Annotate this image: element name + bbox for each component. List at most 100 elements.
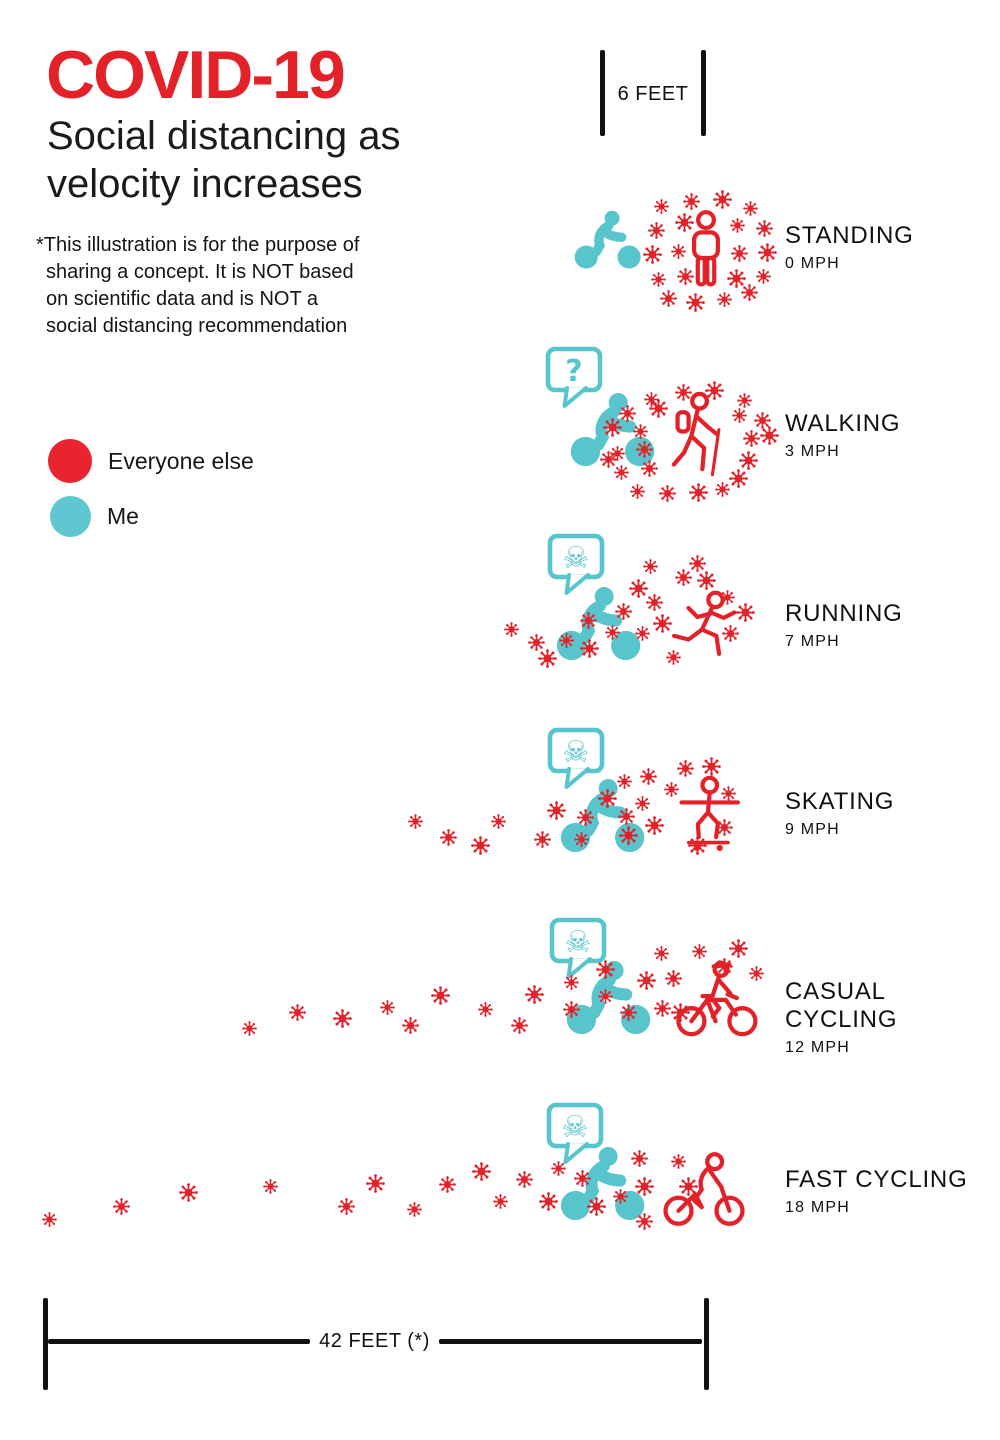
virus-particle-icon [652,613,672,633]
me-cyclist-icon [574,210,642,270]
virus-particle-icon [573,831,589,847]
virus-particle-icon [719,589,735,605]
legend-item-me: Me [48,493,254,539]
virus-particle-icon [642,558,658,574]
virus-particle-icon [477,1001,493,1017]
legend: Everyone else Me [48,438,254,548]
svg-text:☠: ☠ [563,541,590,576]
virus-particle-icon [546,800,566,820]
virus-particle-icon [401,1016,419,1034]
virus-particle-icon [515,1170,533,1188]
virus-particle-icon [586,1196,606,1216]
virus-particle-icon [563,974,579,990]
activity-label-group: SKATING 9 MPH [785,788,894,839]
walking-person-icon [662,392,728,482]
virus-particle-icon [634,795,650,811]
virus-particle-icon [653,999,671,1017]
activity-label: SKATING [785,788,895,815]
virus-particle-icon [670,243,686,259]
virus-particle-icon [728,938,748,958]
six-feet-scale: 6 FEET [600,50,706,136]
virus-particle-icon [701,756,721,776]
forty-two-feet-scale: 42 FEET (*) [43,1298,709,1390]
virus-particle-icon [262,1178,278,1194]
virus-particle-icon [379,999,395,1015]
virus-particle-icon [670,1153,686,1169]
virus-particle-icon [715,957,733,975]
activity-label: WALKING [785,410,901,437]
virus-particle-icon [682,192,700,210]
virus-particle-icon [674,212,694,232]
virus-particle-icon [665,649,681,665]
virus-particle-icon [614,602,632,620]
virus-particle-icon [595,959,615,979]
virus-particle-icon [645,593,663,611]
virus-particle-icon [178,1182,198,1202]
virus-particle-icon [715,818,733,836]
virus-particle-icon [653,945,669,961]
virus-particle-icon [726,268,746,288]
virus-particle-icon [642,244,662,264]
virus-particle-icon [659,289,677,307]
virus-particle-icon [618,404,636,422]
virus-particle-icon [714,481,730,497]
page-title: COVID-19 [46,37,346,113]
virus-particle-icon [492,1193,508,1209]
virus-particle-icon [731,407,747,423]
speech-bubble-skull-icon: ☠ [546,1102,604,1166]
subtitle-line-1: Social distancing as [47,114,401,158]
virus-particle-icon [691,943,707,959]
svg-text:☠: ☠ [563,735,590,770]
scale-tick-left [600,50,605,136]
legend-item-everyone-else: Everyone else [48,438,254,484]
virus-particle-icon [755,268,771,284]
virus-particle-icon [676,759,694,777]
virus-particle-icon [687,835,707,855]
virus-particle-icon [678,1176,698,1196]
virus-particle-icon [643,391,659,407]
virus-particle-icon [759,425,779,445]
virus-particle-icon [688,554,706,572]
virus-particle-icon [653,198,669,214]
virus-particle-icon [576,808,594,826]
virus-particle-icon [742,200,758,216]
virus-particle-icon [407,813,423,829]
virus-particle-icon [742,429,760,447]
activity-label: RUNNING [785,600,903,627]
virus-particle-icon [663,781,679,797]
activity-label-group: STANDING 0 MPH [785,222,914,273]
virus-particle-icon [599,450,617,468]
virus-particle-icon [490,813,506,829]
virus-particle-icon [712,189,732,209]
virus-particle-icon [635,440,653,458]
virus-particle-icon [616,773,632,789]
virus-particle-icon [648,398,668,418]
virus-particle-icon [604,624,620,640]
virus-particle-icon [650,271,666,287]
virus-particle-icon [704,380,724,400]
everyone-else-dot [48,439,92,483]
virus-particle-icon [721,624,739,642]
virus-particle-icon [636,970,656,990]
virus-particle-icon [524,984,544,1004]
disclaimer-line: *This illustration is for the purpose of [36,234,360,256]
virus-particle-icon [644,815,664,835]
virus-particle-icon [664,969,682,987]
virus-particle-icon [632,423,648,439]
page-subtitle: Social distancing as velocity increases [47,112,401,208]
virus-particle-icon [676,267,694,285]
scale-line-right [439,1339,702,1344]
subtitle-line-2: velocity increases [47,162,363,206]
virus-particle-icon [740,283,758,301]
virus-particle-icon [753,411,771,429]
virus-particle-icon [602,417,622,437]
virus-particle-icon [337,1197,355,1215]
virus-particle-icon [503,621,519,637]
virus-particle-icon [438,1175,456,1193]
virus-particle-icon [670,1002,690,1022]
activity-label: FAST CYCLING [785,1166,968,1193]
activity-label-group: RUNNING 7 MPH [785,600,903,651]
speed-label: 9 MPH [785,821,840,838]
virus-particle-icon [579,611,597,629]
virus-particle-icon [688,482,708,502]
